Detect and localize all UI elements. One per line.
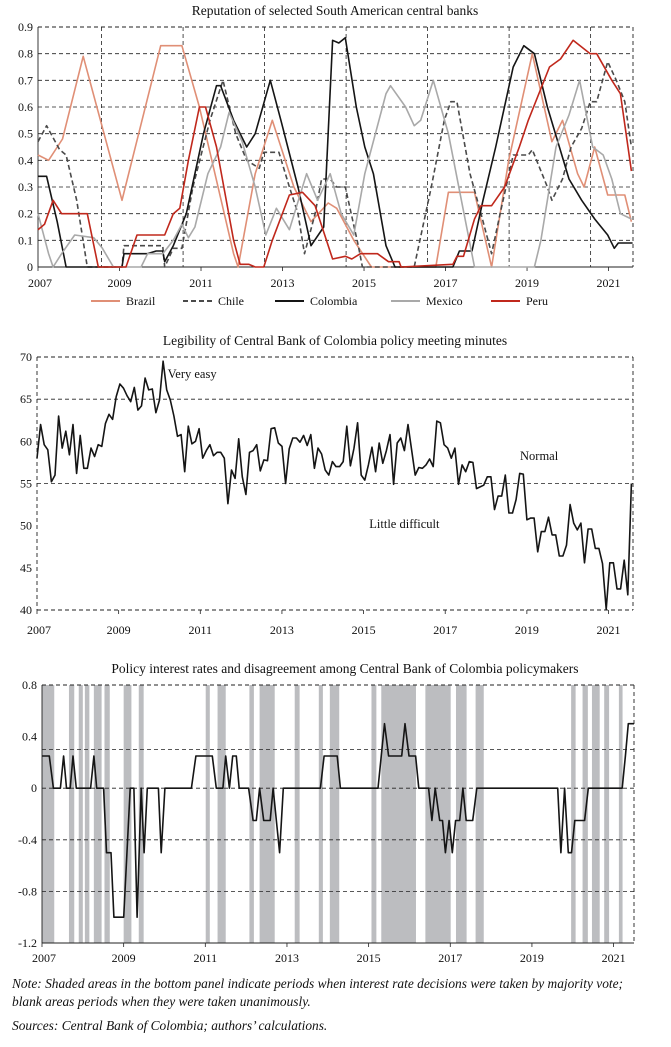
- majority-vote-band: [205, 685, 210, 943]
- y-tick-label: 0: [31, 781, 37, 795]
- y-tick-label: 0.8: [18, 47, 33, 61]
- series-line-mexico: [37, 79, 632, 268]
- disagreement-line: [42, 722, 634, 918]
- reputation-panel: 0 0.1 0.2 0.3 0.4 0.5 0.6 0.7 0.8 0.9 2007 2009 2011…: [18, 20, 634, 290]
- y-tick-label: 0.4: [18, 153, 33, 167]
- y-tick-label: 65: [20, 392, 32, 406]
- x-tick-label: 2011: [194, 951, 218, 965]
- x-tick-label: 2021: [602, 951, 626, 965]
- y-tick-label: 50: [20, 519, 32, 533]
- majority-vote-band: [571, 685, 576, 943]
- x-tick-label: 2021: [597, 623, 621, 637]
- y-tick-label: -0.4: [18, 833, 37, 847]
- majority-vote-band: [318, 685, 323, 943]
- annotation-label: Little difficult: [369, 517, 440, 531]
- reputation-legend: Brazil Chile Colombia Mexico Peru: [91, 294, 548, 308]
- majority-vote-band: [381, 685, 416, 943]
- y-tick-label: 70: [20, 350, 32, 364]
- majority-vote-band: [68, 685, 75, 943]
- majority-vote-band: [329, 685, 340, 943]
- majority-vote-band: [294, 685, 300, 943]
- x-tick-label: 2007: [28, 276, 52, 290]
- legend-label-peru: Peru: [526, 294, 548, 308]
- majority-vote-band: [84, 685, 90, 943]
- x-tick-label: 2015: [352, 623, 376, 637]
- legend-label-colombia: Colombia: [310, 294, 358, 308]
- x-tick-label: 2019: [515, 276, 539, 290]
- x-tick-label: 2011: [189, 276, 213, 290]
- x-tick-label: 2015: [352, 276, 376, 290]
- x-tick-label: 2009: [112, 951, 136, 965]
- y-tick-label: 0.6: [18, 100, 33, 114]
- annotation-label: Very easy: [168, 367, 218, 381]
- x-tick-label: 2019: [515, 623, 539, 637]
- panel3-title: Policy interest rates and disagreement a…: [111, 661, 578, 676]
- x-tick-label: 2017: [433, 623, 457, 637]
- majority-vote-band: [604, 685, 610, 943]
- legend-label-brazil: Brazil: [126, 294, 156, 308]
- y-tick-label: 45: [20, 561, 32, 575]
- y-tick-label: 0.7: [18, 73, 33, 87]
- annotation-label: Normal: [520, 449, 559, 463]
- x-tick-label: 2009: [107, 623, 131, 637]
- y-tick-label: 0.2: [18, 207, 33, 221]
- majority-vote-band: [42, 685, 55, 943]
- x-tick-label: 2007: [32, 951, 56, 965]
- panel2-title: Legibility of Central Bank of Colombia p…: [163, 333, 507, 348]
- x-tick-label: 2017: [438, 951, 462, 965]
- x-tick-label: 2013: [271, 276, 295, 290]
- x-tick-label: 2019: [520, 951, 544, 965]
- y-tick-label: 0.8: [22, 678, 37, 692]
- legend-label-chile: Chile: [218, 294, 244, 308]
- majority-vote-band: [259, 685, 275, 943]
- x-tick-label: 2007: [27, 623, 51, 637]
- majority-vote-band: [475, 685, 484, 943]
- x-tick-label: 2009: [108, 276, 132, 290]
- majority-vote-band: [591, 685, 600, 943]
- majority-vote-band: [455, 685, 467, 943]
- y-tick-label: 0.9: [18, 20, 33, 34]
- x-tick-label: 2013: [275, 951, 299, 965]
- x-tick-label: 2013: [270, 623, 294, 637]
- majority-vote-band: [371, 685, 377, 943]
- y-tick-label: 0.1: [18, 233, 33, 247]
- y-tick-label: 40: [20, 603, 32, 617]
- series-line-colombia: [38, 36, 633, 268]
- majority-vote-band: [123, 685, 132, 943]
- y-tick-label: 0.4: [22, 730, 37, 744]
- x-tick-label: 2011: [189, 623, 213, 637]
- series-line-brazil: [37, 44, 633, 268]
- y-tick-label: 0.5: [18, 127, 33, 141]
- panel1-title: Reputation of selected South American ce…: [192, 3, 478, 18]
- majority-vote-band: [618, 685, 623, 943]
- y-tick-label: 60: [20, 434, 32, 448]
- x-tick-label: 2015: [357, 951, 381, 965]
- majority-vote-band: [78, 685, 83, 943]
- y-tick-label: -1.2: [18, 936, 37, 950]
- y-tick-label: 55: [20, 477, 32, 491]
- policy-rate-panel: -1.2 -0.8 -0.4 0 0.4 0.8 2007 2009 2011 2013 2015 2…: [18, 678, 635, 965]
- legibility-line: [36, 360, 633, 610]
- legibility-panel: 40 45 50 55 60 65 70 2007 2009 2011 2013 2015 2017 20…: [20, 350, 634, 637]
- series-line-chile: [37, 60, 633, 268]
- majority-vote-band: [104, 685, 110, 943]
- x-tick-label: 2021: [597, 276, 621, 290]
- majority-vote-band: [138, 685, 144, 943]
- y-tick-label: 0: [27, 260, 33, 274]
- x-tick-label: 2017: [434, 276, 458, 290]
- legend-label-mexico: Mexico: [426, 294, 463, 308]
- sources-text: Sources: Central Bank of Colombia; autho…: [12, 1018, 328, 1033]
- y-tick-label: 0.3: [18, 180, 33, 194]
- note-text: Note: Shaded areas in the bottom panel i…: [12, 976, 624, 1009]
- majority-vote-band: [217, 685, 226, 943]
- majority-vote-band: [93, 685, 102, 943]
- y-tick-label: -0.8: [18, 884, 37, 898]
- series-line-peru: [37, 39, 633, 268]
